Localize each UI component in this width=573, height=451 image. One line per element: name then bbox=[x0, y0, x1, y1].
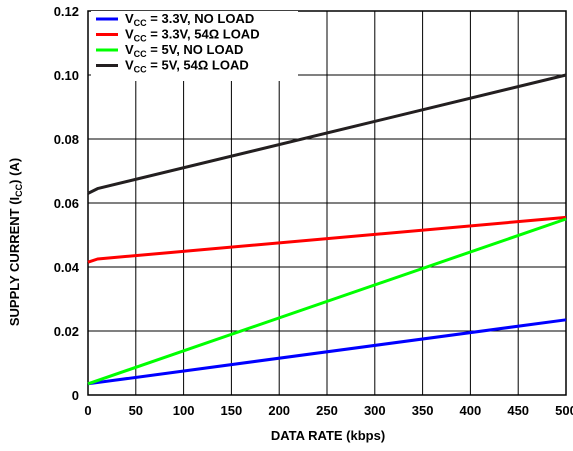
x-tick-label: 50 bbox=[129, 403, 143, 418]
x-tick-label: 100 bbox=[173, 403, 195, 418]
legend-entry: VCC = 5V, NO LOAD bbox=[125, 42, 243, 59]
x-axis-title: DATA RATE (kbps) bbox=[271, 428, 385, 443]
y-axis-title-tail: ) (A) bbox=[7, 158, 22, 184]
y-tick-label: 0.08 bbox=[54, 132, 79, 147]
series-line bbox=[87, 215, 567, 264]
y-tick-label: 0.04 bbox=[54, 260, 80, 275]
y-tick-labels: 0 0.02 0.04 0.06 0.08 0.10 0.12 bbox=[54, 4, 80, 403]
series-line bbox=[87, 73, 567, 195]
legend-box bbox=[91, 11, 298, 81]
x-tick-label: 300 bbox=[364, 403, 386, 418]
x-tick-label: 200 bbox=[268, 403, 290, 418]
x-tick-label: 450 bbox=[507, 403, 529, 418]
x-tick-labels: 0 50 100 150 200 250 300 350 400 450 500 bbox=[84, 403, 573, 418]
y-tick-label: 0 bbox=[72, 388, 79, 403]
y-axis-title-sub: CC bbox=[14, 183, 24, 196]
x-tick-label: 350 bbox=[412, 403, 434, 418]
y-tick-label: 0.12 bbox=[54, 4, 79, 19]
x-tick-label: 250 bbox=[316, 403, 338, 418]
x-tick-label: 500 bbox=[555, 403, 573, 418]
y-tick-label: 0.02 bbox=[54, 324, 79, 339]
series-line bbox=[87, 217, 567, 386]
y-tick-label: 0.06 bbox=[54, 196, 79, 211]
x-tick-label: 400 bbox=[460, 403, 482, 418]
legend-entry: VCC = 3.3V, NO LOAD bbox=[125, 11, 254, 28]
y-axis-title-main: SUPPLY CURRENT (I bbox=[7, 197, 22, 326]
legend-entry: VCC = 3.3V, 54Ω LOAD bbox=[125, 27, 260, 44]
legend-entry: VCC = 5V, 54Ω LOAD bbox=[125, 58, 249, 75]
series-lines bbox=[87, 73, 567, 386]
x-tick-label: 0 bbox=[84, 403, 91, 418]
series-line bbox=[87, 318, 567, 386]
x-tick-label: 150 bbox=[221, 403, 243, 418]
y-axis-title: SUPPLY CURRENT (ICC) (A) bbox=[7, 158, 24, 326]
y-tick-label: 0.10 bbox=[54, 68, 79, 83]
